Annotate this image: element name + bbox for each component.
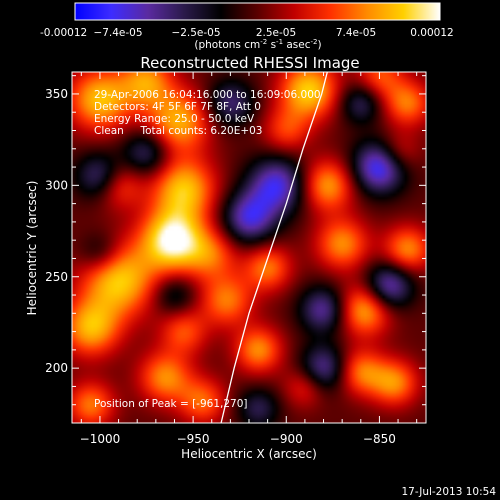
colorbar (74, 2, 441, 21)
colorbar-tick-label: -0.00012 (40, 27, 87, 39)
annotation-time: 29-Apr-2006 16:04:16.000 to 16:09:06.000 (94, 89, 321, 101)
x-tick-label: −850 (363, 432, 396, 446)
chart-title: Reconstructed RHESSI Image (140, 54, 359, 72)
colorbar-tick-label: −7.4e-05 (93, 27, 142, 39)
y-tick-label: 300 (45, 178, 68, 192)
x-tick-label: −1000 (80, 432, 121, 446)
annotation-energy: Energy Range: 25.0 - 50.0 keV (94, 113, 255, 125)
colorbar-tick-label: −2.5e-05 (171, 27, 220, 39)
colorbar-tick-label: 2.5e-05 (256, 27, 296, 39)
colorbar-ticks: -0.00012 −7.4e-05 −2.5e-05 2.5e-05 7.4e-05 0.… (40, 27, 454, 39)
annotation-detectors: Detectors: 4F 5F 6F 7F 8F, Att 0 (94, 101, 261, 113)
annotation-counts: Clean Total counts: 6.20E+03 (94, 125, 263, 137)
solar-limb-curve (220, 72, 328, 423)
colorbar-tick-label: 7.4e-05 (336, 27, 376, 39)
footer-date: 17-Jul-2013 10:54 (401, 486, 496, 498)
y-axis-label: Heliocentric Y (arcsec) (25, 181, 39, 316)
colorbar-unit-label: (photons cm-2 s-1 asec-2) (194, 38, 321, 51)
x-tick-label: −950 (177, 432, 210, 446)
colorbar-tick-label: 0.00012 (410, 27, 453, 39)
heatmap-image (72, 72, 426, 423)
peak-position-label: Position of Peak = [-961,270] (94, 398, 248, 410)
y-tick-label: 200 (45, 361, 68, 375)
axis-ticks: −1000 −950 −900 −850 200 250 300 350 (45, 72, 426, 446)
x-tick-label: −900 (270, 432, 303, 446)
y-tick-label: 250 (45, 270, 68, 284)
y-tick-label: 350 (45, 87, 68, 101)
x-axis-label: Heliocentric X (arcsec) (181, 447, 317, 461)
